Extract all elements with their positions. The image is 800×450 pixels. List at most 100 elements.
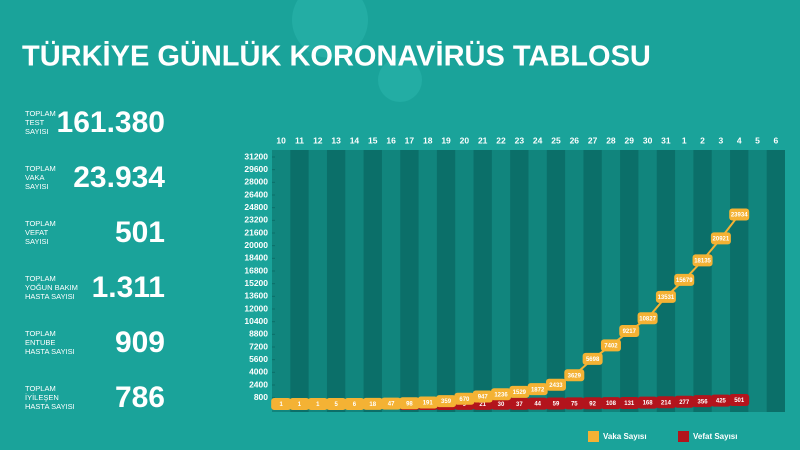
y-tick-label: 7200 [249,341,268,351]
data-label: 9217 [623,329,637,335]
data-label: 18 [369,402,376,408]
data-marker [417,396,438,409]
data-label: 214 [661,400,672,406]
data-marker [344,397,365,410]
data-marker [600,339,621,352]
data-label: 1 [298,402,302,408]
column-band [510,150,529,412]
y-tick-label: 13600 [244,291,268,301]
stat-value: 1.311 [92,271,165,304]
column-band [326,150,346,412]
x-tick-label: 26 [570,135,580,145]
x-tick-label: 2 [700,135,705,145]
x-tick-label: 28 [606,135,616,145]
data-label: 75 [571,401,578,407]
stat-label: TOPLAM [25,384,56,393]
stat-label: TOPLAM [25,219,56,228]
x-tick-label: 15 [368,135,378,145]
data-marker [436,395,457,408]
x-tick-label: 16 [386,135,396,145]
legend-swatch [588,431,599,442]
y-tick-label: 31200 [244,151,268,161]
data-label: 13531 [658,295,675,301]
data-marker [509,397,530,410]
x-tick-label: 1 [682,135,687,145]
data-marker [729,208,750,221]
stat-value: 786 [115,381,165,414]
column-band [730,150,749,412]
x-tick-label: 6 [773,135,778,145]
data-label: 670 [459,397,470,403]
data-label: 3629 [568,373,582,379]
data-marker [289,397,310,410]
stat-label: SAYISI [25,182,49,191]
x-tick-label: 30 [643,135,653,145]
stat-label: İYİLEŞEN [25,393,59,402]
x-tick-label: 27 [588,135,598,145]
data-label: 23934 [731,213,748,219]
x-tick-label: 13 [331,135,341,145]
stat-label: TOPLAM [25,109,56,118]
y-tick-label: 26400 [244,189,268,199]
data-marker [545,378,566,391]
y-tick-label: 800 [254,392,268,402]
data-marker [564,397,585,410]
y-tick-label: 5600 [249,354,268,364]
data-label: 947 [478,395,489,401]
data-label: 98 [406,401,413,407]
column-band [363,150,382,412]
stat-value: 23.934 [73,161,165,194]
data-marker [545,397,566,410]
data-marker [600,397,621,410]
x-tick-label: 3 [719,135,724,145]
y-tick-label: 15200 [244,278,268,288]
y-tick-label: 21600 [244,227,268,237]
data-label: 10827 [639,316,656,322]
data-marker [582,397,603,410]
stat-label: SAYISI [25,237,49,246]
y-tick-label: 29600 [244,164,268,174]
data-label: 2433 [549,383,563,389]
y-tick-label: 20000 [244,240,268,250]
data-marker [692,254,713,267]
data-marker [326,397,347,410]
data-label: 191 [423,401,434,407]
data-label: 5 [334,402,338,408]
x-tick-label: 22 [496,135,506,145]
stat-label: SAYISI [25,127,49,136]
data-marker [619,325,640,338]
stat-label: TEST [25,118,45,127]
y-tick-label: 16800 [244,265,268,275]
data-marker [527,383,548,396]
x-tick-label: 12 [313,135,323,145]
data-marker [527,397,548,410]
data-marker [655,396,676,409]
y-tick-label: 12000 [244,303,268,313]
title: TÜRKİYE GÜNLÜK KORONAVİRÜS TABLOSU [22,40,651,73]
y-tick-label: 2400 [249,379,268,389]
y-tick-label: 8800 [249,329,268,339]
stat-label: VEFAT [25,228,49,237]
stat-value: 909 [115,326,165,359]
x-tick-label: 31 [661,135,671,145]
data-label: 5698 [586,357,600,363]
stat-label: HASTA SAYISI [25,292,75,301]
data-label: 15679 [676,278,693,284]
data-label: 359 [441,399,452,405]
x-tick-label: 29 [625,135,635,145]
x-tick-label: 14 [350,135,360,145]
data-label: 131 [624,401,635,407]
data-marker [692,395,713,408]
data-marker [381,397,402,410]
y-tick-label: 10400 [244,316,268,326]
data-marker [674,395,695,408]
x-tick-label: 23 [515,135,525,145]
data-marker [472,390,493,403]
data-marker [637,312,658,325]
data-marker [710,394,731,407]
data-marker [582,352,603,365]
data-marker [491,397,512,410]
data-marker [710,232,731,245]
data-label: 6 [353,402,357,408]
